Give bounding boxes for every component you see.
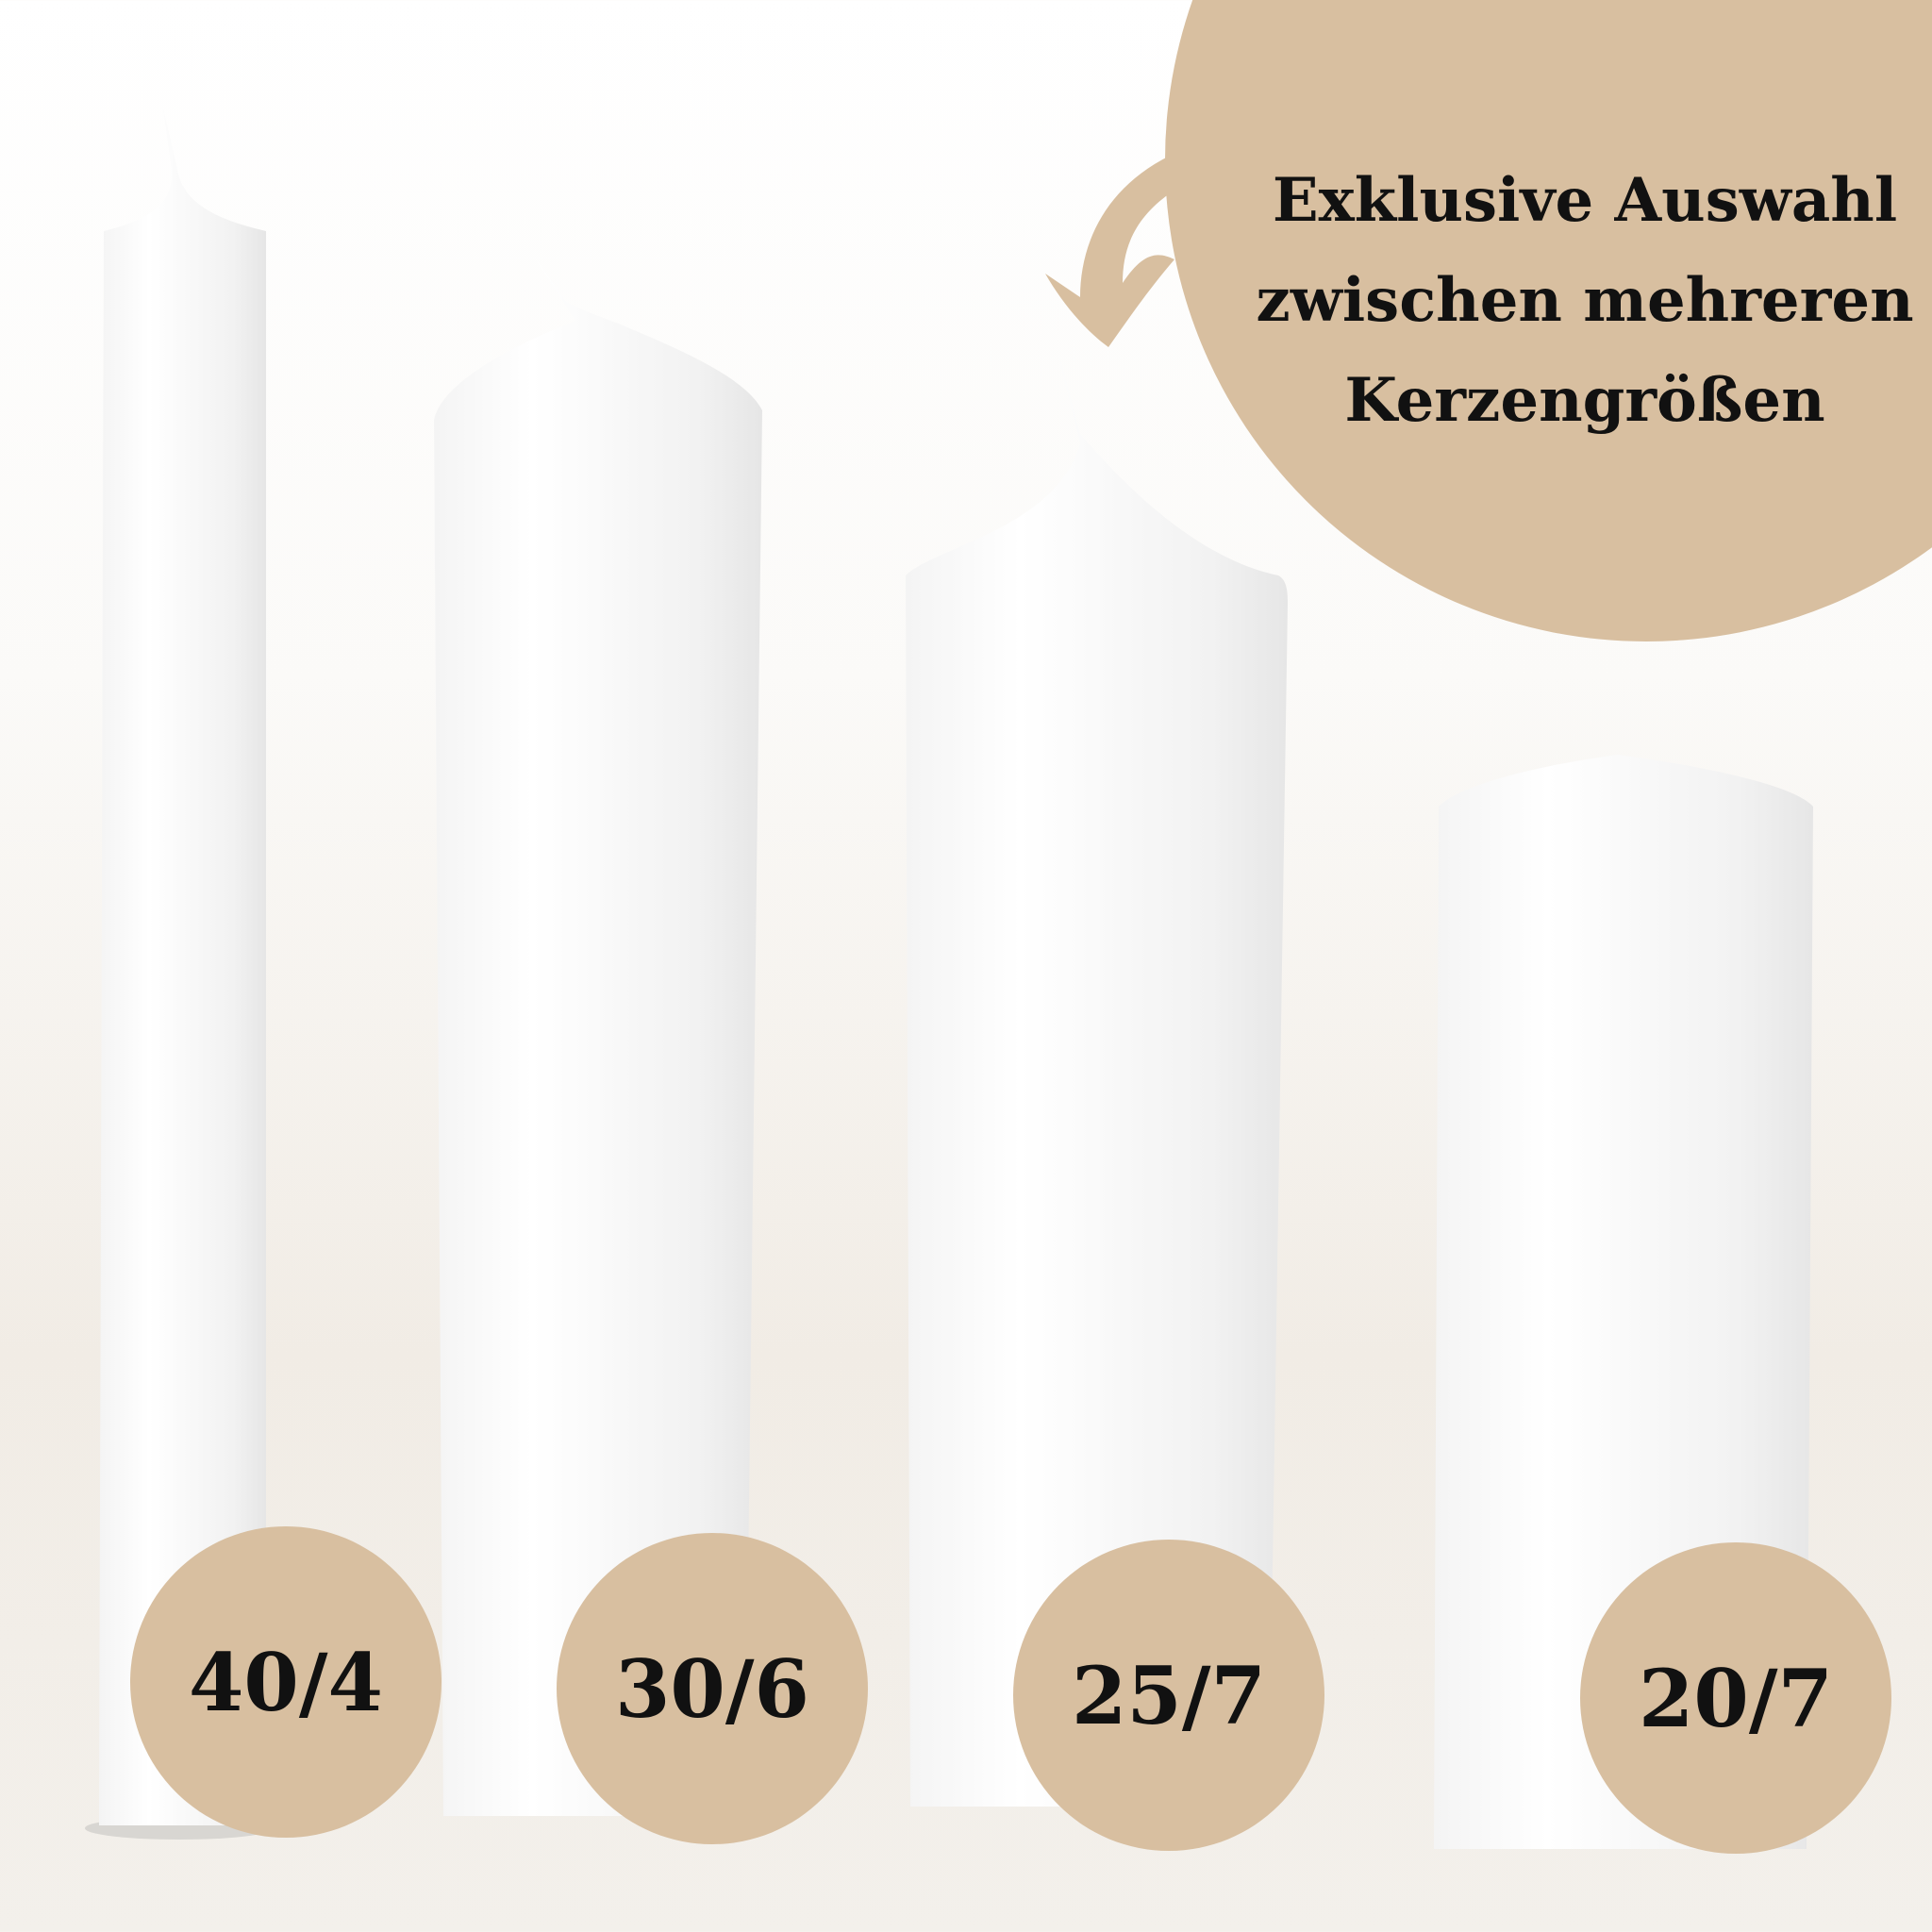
headline-line-1: Exklusive Auswahl <box>1272 165 1898 236</box>
size-badge-40-4: 40/4 <box>130 1526 441 1838</box>
headline-badge <box>1165 0 1932 641</box>
size-badge-20-7: 20/7 <box>1580 1542 1891 1854</box>
curved-arrow-icon <box>1045 156 1174 347</box>
candle-25-7 <box>906 340 1288 1807</box>
candle-30-6 <box>434 255 762 1816</box>
headline: Exklusive Auswahl zwischen mehreren Kerz… <box>1226 151 1932 451</box>
headline-line-2: zwischen mehreren <box>1256 265 1914 336</box>
size-badge-30-6: 30/6 <box>557 1533 868 1844</box>
size-badge-25-7: 25/7 <box>1013 1540 1324 1851</box>
headline-line-3: Kerzengrößen <box>1344 365 1825 436</box>
